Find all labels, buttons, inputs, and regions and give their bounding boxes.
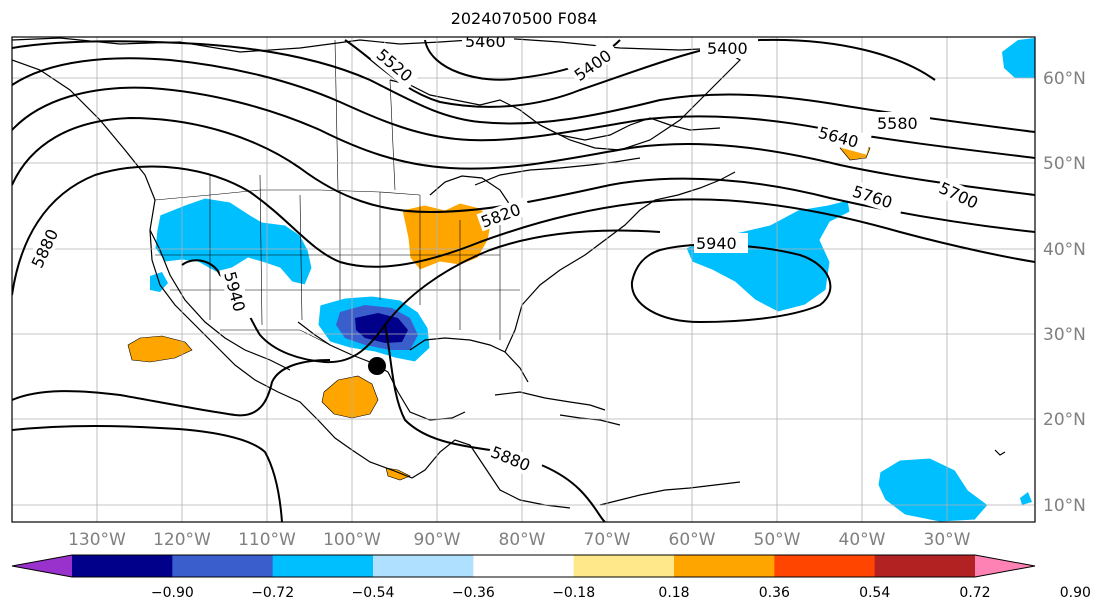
contour-label-5580: 5580 — [877, 114, 918, 133]
lon-label-80w: 80°W — [499, 530, 546, 550]
lon-label-130w: 130°W — [68, 530, 126, 550]
colorbar-segment — [373, 555, 474, 577]
lat-label-40n: 40°N — [1043, 240, 1086, 260]
coastlines — [12, 37, 1006, 509]
contour-label-5400-north: 5400 — [707, 39, 748, 58]
lat-label-30n: 30°N — [1043, 325, 1086, 345]
colorbar-tick-label: −0.72 — [251, 585, 294, 601]
colorbar-tick-label: 0.90 — [1060, 585, 1091, 601]
lat-label-60n: 60°N — [1043, 69, 1086, 89]
colorbar-ticks: −0.90 −0.72 −0.54 −0.36 −0.18 0.18 0.36 … — [151, 585, 1091, 601]
colorbar-tick-label: 0.72 — [959, 585, 990, 601]
lon-label-40w: 40°W — [839, 530, 886, 550]
anomaly-negative-west-us — [154, 197, 313, 286]
anomaly-negative-south-atlantic — [877, 457, 989, 522]
colorbar-tick-label: −0.54 — [352, 585, 395, 601]
lon-label-120w: 120°W — [153, 530, 211, 550]
storm-position-dot — [368, 357, 386, 375]
latitude-labels: 60°N 50°N 40°N 30°N 20°N 10°N — [1043, 69, 1086, 516]
lon-label-70w: 70°W — [584, 530, 631, 550]
colorbar-segment — [473, 555, 575, 577]
lat-label-20n: 20°N — [1043, 410, 1086, 430]
map-background — [12, 37, 1035, 522]
colorbar-tick-label: 0.36 — [759, 585, 790, 601]
anomaly-negative-greenland — [1002, 38, 1035, 78]
colorbar-tick-label: 0.54 — [859, 585, 890, 601]
colorbar-extend-low — [12, 555, 72, 577]
height-contours — [12, 38, 1035, 522]
colorbar-segment — [172, 555, 274, 577]
colorbar-tick-label: −0.36 — [452, 585, 495, 601]
colorbar-segment — [72, 555, 173, 577]
lon-label-100w: 100°W — [323, 530, 381, 550]
colorbar-tick-label: −0.90 — [151, 585, 194, 601]
anomaly-positive-small-pacific — [385, 467, 411, 481]
colorbar-segment — [774, 555, 876, 577]
colorbar-segment — [874, 555, 976, 577]
colorbar-tick-label: 0.18 — [658, 585, 689, 601]
colorbar-outline — [11, 554, 1036, 578]
anomaly-negative-atlantic — [685, 199, 851, 313]
graticule — [12, 37, 1035, 522]
lon-label-90w: 90°W — [414, 530, 461, 550]
lon-label-30w: 30°W — [924, 530, 971, 550]
colorbar-tick-label: −0.18 — [552, 585, 595, 601]
lon-label-50w: 50°W — [754, 530, 801, 550]
colorbar-extend-high — [975, 555, 1035, 577]
anomaly-positive-mexico — [321, 375, 379, 419]
colorbar-segment — [674, 555, 775, 577]
lon-label-110w: 110°W — [238, 530, 296, 550]
contour-label-5460: 5460 — [465, 32, 506, 51]
anomaly-fills — [127, 38, 1035, 522]
contour-label-5940-atlantic: 5940 — [696, 234, 737, 253]
anomaly-negative-small-east — [1020, 492, 1032, 505]
anomaly-positive-baja — [127, 335, 193, 363]
lat-label-10n: 10°N — [1043, 496, 1086, 516]
colorbar-segment — [573, 555, 675, 577]
lat-label-50n: 50°N — [1043, 154, 1086, 174]
longitude-labels: 130°W 120°W 110°W 100°W 90°W 80°W 70°W 6… — [68, 530, 971, 550]
map-frame — [11, 36, 1036, 523]
colorbar-segment — [272, 555, 374, 577]
map-title: 2024070500 F084 — [450, 9, 598, 28]
colorbar-segments — [11, 554, 1036, 578]
colorbar: −0.90 −0.72 −0.54 −0.36 −0.18 0.18 0.36 … — [11, 554, 1091, 601]
lon-label-60w: 60°W — [669, 530, 716, 550]
